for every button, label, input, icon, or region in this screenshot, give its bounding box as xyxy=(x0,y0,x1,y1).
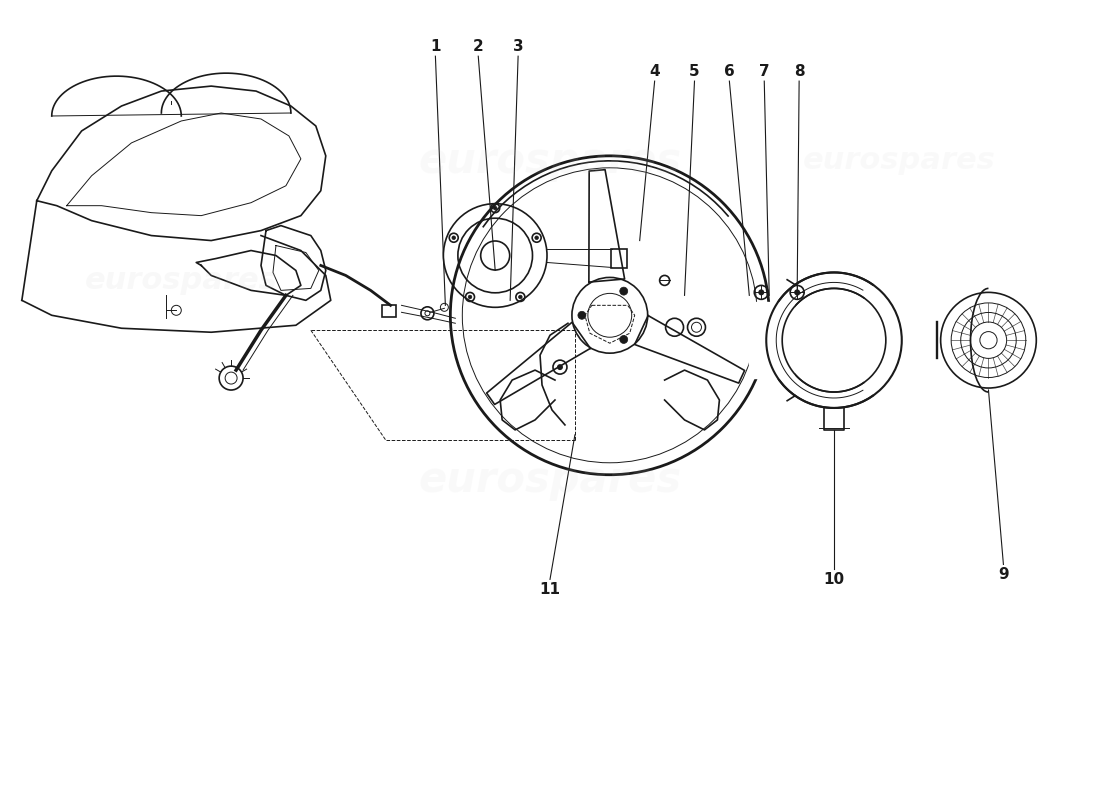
Text: 1: 1 xyxy=(430,38,441,54)
Circle shape xyxy=(557,364,563,370)
Text: eurospares: eurospares xyxy=(418,140,682,182)
Text: eurospares: eurospares xyxy=(85,266,277,295)
Text: 3: 3 xyxy=(513,38,524,54)
Circle shape xyxy=(494,206,497,210)
Text: 9: 9 xyxy=(998,567,1009,582)
Circle shape xyxy=(518,295,522,298)
Text: eurospares: eurospares xyxy=(802,146,996,175)
Text: 2: 2 xyxy=(473,38,484,54)
Text: 7: 7 xyxy=(759,64,770,78)
Circle shape xyxy=(535,236,538,239)
Text: 10: 10 xyxy=(824,572,845,587)
Text: 6: 6 xyxy=(724,64,735,78)
Circle shape xyxy=(794,290,800,295)
Bar xyxy=(382,306,396,318)
Text: 11: 11 xyxy=(539,582,561,597)
Circle shape xyxy=(452,236,455,239)
Circle shape xyxy=(619,287,628,295)
Circle shape xyxy=(469,295,472,298)
Text: 5: 5 xyxy=(690,64,700,78)
Text: 4: 4 xyxy=(649,64,660,78)
Text: eurospares: eurospares xyxy=(418,458,682,501)
Circle shape xyxy=(619,335,628,343)
Bar xyxy=(610,249,627,269)
Text: 8: 8 xyxy=(794,64,804,78)
Circle shape xyxy=(578,311,586,319)
Circle shape xyxy=(758,290,764,295)
